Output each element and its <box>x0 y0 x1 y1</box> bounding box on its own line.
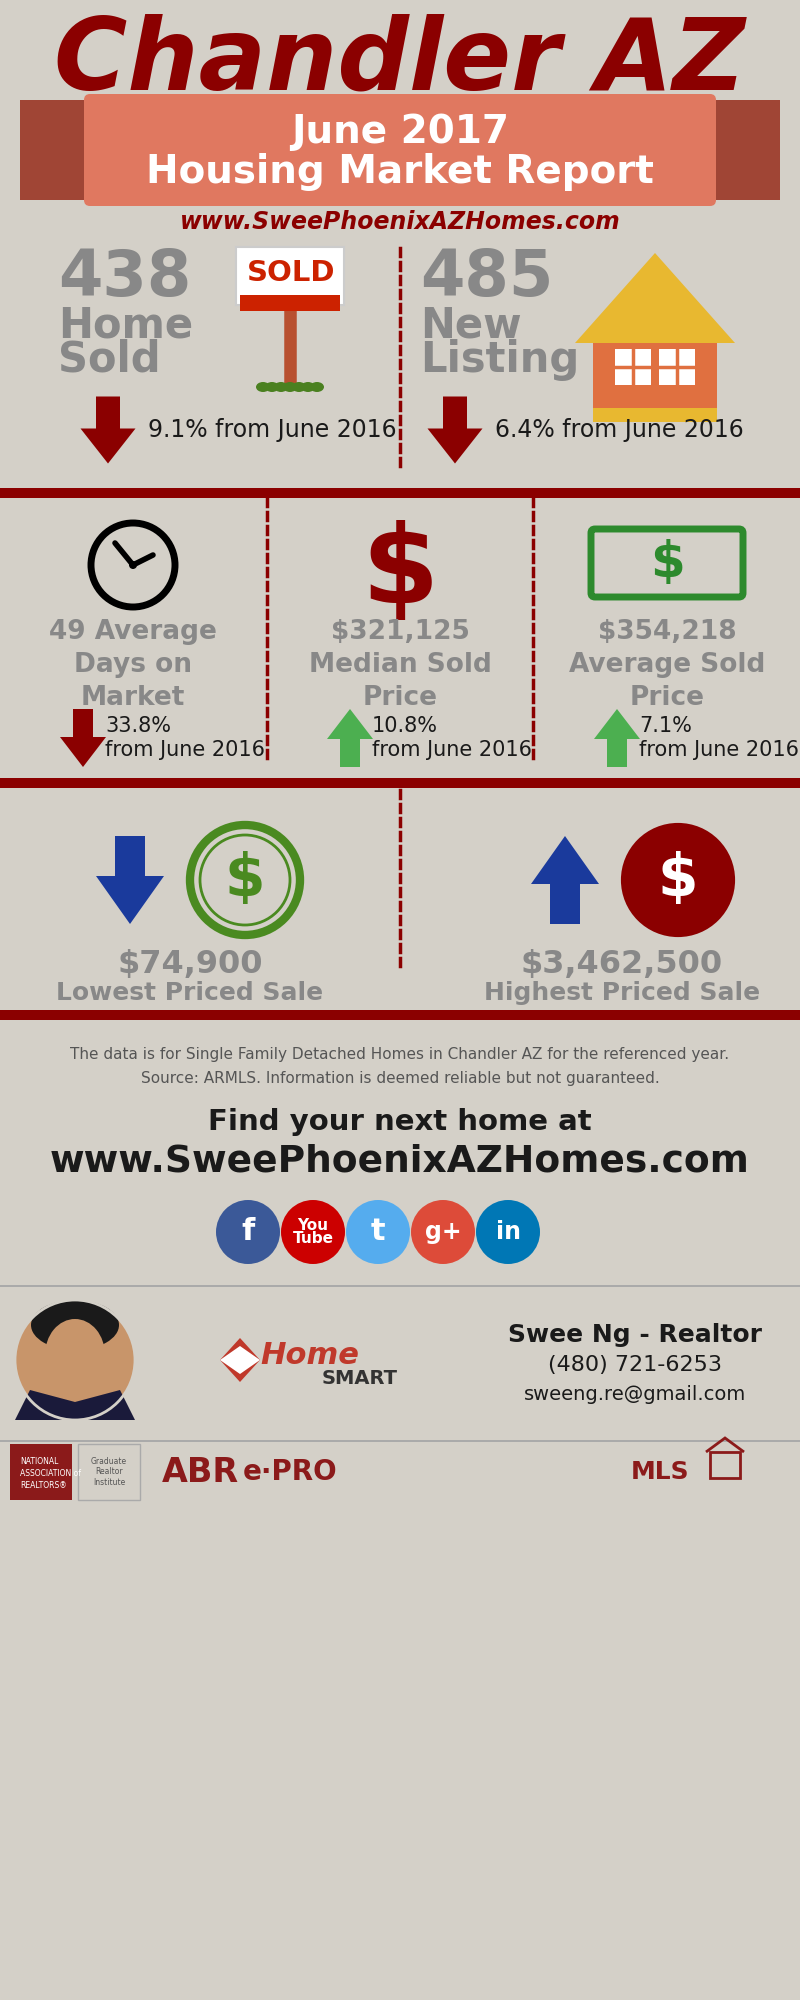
Text: $: $ <box>650 538 684 588</box>
Circle shape <box>216 1200 280 1264</box>
Bar <box>710 1452 740 1478</box>
Text: ASSOCIATION of: ASSOCIATION of <box>20 1470 81 1478</box>
Circle shape <box>346 1200 410 1264</box>
Text: ABR: ABR <box>162 1456 238 1488</box>
Text: 33.8%
from June 2016: 33.8% from June 2016 <box>105 716 265 760</box>
Polygon shape <box>670 100 780 200</box>
Text: Home: Home <box>261 1342 359 1370</box>
Ellipse shape <box>274 382 288 392</box>
Text: SMART: SMART <box>322 1368 398 1388</box>
Bar <box>615 348 651 384</box>
Ellipse shape <box>310 382 324 392</box>
Polygon shape <box>575 252 735 344</box>
Bar <box>236 246 344 304</box>
Ellipse shape <box>45 1320 105 1392</box>
Polygon shape <box>15 1390 135 1420</box>
FancyBboxPatch shape <box>84 94 716 206</box>
Text: Highest Priced Sale: Highest Priced Sale <box>484 980 760 1004</box>
Text: Graduate
Realtor
Institute: Graduate Realtor Institute <box>91 1458 127 1486</box>
Text: g+: g+ <box>425 1220 462 1244</box>
Bar <box>0 1440 800 1442</box>
Bar <box>659 348 695 384</box>
Circle shape <box>476 1200 540 1264</box>
Circle shape <box>623 824 733 936</box>
Text: $: $ <box>362 520 438 626</box>
Text: www.SweePhoenixAZHomes.com: www.SweePhoenixAZHomes.com <box>180 210 620 234</box>
Polygon shape <box>81 396 135 464</box>
Text: $74,900: $74,900 <box>118 950 262 980</box>
Text: 6.4% from June 2016: 6.4% from June 2016 <box>495 418 744 442</box>
Text: Chandler AZ: Chandler AZ <box>54 14 746 110</box>
Polygon shape <box>594 710 640 766</box>
Bar <box>78 1444 140 1500</box>
Bar <box>0 778 800 788</box>
Bar <box>593 344 717 408</box>
Text: New: New <box>420 304 522 346</box>
Polygon shape <box>531 836 599 924</box>
Text: $3,462,500: $3,462,500 <box>521 950 723 980</box>
Text: Swee Ng - Realtor: Swee Ng - Realtor <box>508 1324 762 1348</box>
Text: 10.8%
from June 2016: 10.8% from June 2016 <box>372 716 532 760</box>
Text: 49 Average
Days on
Market: 49 Average Days on Market <box>49 620 217 712</box>
Text: NATIONAL: NATIONAL <box>20 1458 58 1466</box>
Text: in: in <box>495 1220 521 1244</box>
Polygon shape <box>20 100 130 200</box>
Text: $: $ <box>225 852 266 908</box>
Text: Source: ARMLS. Information is deemed reliable but not guaranteed.: Source: ARMLS. Information is deemed rel… <box>141 1070 659 1086</box>
Circle shape <box>129 560 137 568</box>
Bar <box>10 1444 72 1500</box>
Text: $354,218
Average Sold
Price: $354,218 Average Sold Price <box>569 620 765 712</box>
Text: Lowest Priced Sale: Lowest Priced Sale <box>57 980 323 1004</box>
Text: Housing Market Report: Housing Market Report <box>146 154 654 192</box>
Text: 7.1%
from June 2016: 7.1% from June 2016 <box>639 716 799 760</box>
Text: Home: Home <box>58 304 193 346</box>
Ellipse shape <box>31 1300 119 1350</box>
Text: Find your next home at: Find your next home at <box>208 1108 592 1136</box>
Bar <box>0 488 800 498</box>
Text: sweeng.re@gmail.com: sweeng.re@gmail.com <box>524 1386 746 1404</box>
Text: Sold: Sold <box>58 338 161 380</box>
Text: 438: 438 <box>58 246 191 308</box>
Polygon shape <box>96 836 164 924</box>
Circle shape <box>281 1200 345 1264</box>
Polygon shape <box>220 1338 260 1382</box>
Text: t: t <box>370 1218 386 1246</box>
Text: The data is for Single Family Detached Homes in Chandler AZ for the referenced y: The data is for Single Family Detached H… <box>70 1048 730 1062</box>
Bar <box>593 408 717 422</box>
Text: www.SweePhoenixAZHomes.com: www.SweePhoenixAZHomes.com <box>50 1144 750 1180</box>
Polygon shape <box>60 710 106 766</box>
Polygon shape <box>327 710 373 766</box>
Text: 9.1% from June 2016: 9.1% from June 2016 <box>148 418 397 442</box>
Text: REALTORS®: REALTORS® <box>20 1482 66 1490</box>
Text: 485: 485 <box>420 246 554 308</box>
Text: MLS: MLS <box>630 1460 690 1484</box>
Circle shape <box>411 1200 475 1264</box>
Text: June 2017: June 2017 <box>291 112 509 152</box>
Text: (480) 721-6253: (480) 721-6253 <box>548 1356 722 1376</box>
Text: e·PRO: e·PRO <box>242 1458 338 1486</box>
Text: SOLD: SOLD <box>246 258 335 286</box>
Ellipse shape <box>265 382 279 392</box>
Text: f: f <box>242 1218 254 1246</box>
Text: Listing: Listing <box>420 338 579 380</box>
Polygon shape <box>427 396 482 464</box>
Polygon shape <box>220 1346 260 1374</box>
Bar <box>240 294 340 310</box>
Bar <box>0 1010 800 1020</box>
Circle shape <box>15 1300 135 1420</box>
Text: You
Tube: You Tube <box>293 1218 334 1246</box>
Ellipse shape <box>292 382 306 392</box>
Text: $: $ <box>658 852 698 908</box>
Text: $321,125
Median Sold
Price: $321,125 Median Sold Price <box>309 620 491 712</box>
Ellipse shape <box>301 382 315 392</box>
Ellipse shape <box>256 382 270 392</box>
Ellipse shape <box>283 382 297 392</box>
